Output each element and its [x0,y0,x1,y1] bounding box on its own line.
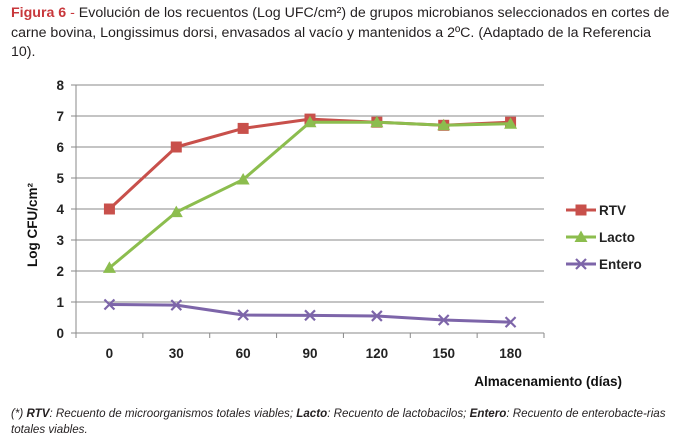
x-tick-label: 90 [302,346,317,361]
data-point-lacto [370,115,384,128]
x-tick-label: 180 [499,346,522,361]
footnote-term-rtv: RTV [26,407,50,420]
data-point-entero [237,309,249,321]
footnote-term-entero: Entero [469,407,507,420]
y-tick-label: 8 [56,78,64,93]
legend-item-entero: Entero [566,257,642,272]
data-point-rtv [103,203,115,215]
x-tick-label: 120 [366,346,389,361]
y-tick-label: 2 [56,264,64,279]
legend-marker [575,204,587,216]
x-tick-label: 0 [106,346,114,361]
data-point-entero [504,316,517,328]
footnote-desc-rtv: : Recuento de microorganismos totales vi… [49,407,297,420]
x-axis-title: Almacenamiento (días) [474,374,622,389]
figure-caption: Figura 6 - Evolución de los recuentos (L… [11,4,671,63]
data-point-lacto [303,115,317,128]
caption-separator: - [66,5,79,21]
data-point-lacto [504,117,518,129]
series-layer [102,113,518,328]
axes: 0 1 2 3 4 5 6 7 8 0 30 60 90 120 150 180 [56,78,545,361]
data-point-lacto [102,261,116,273]
data-point-entero [103,298,116,311]
legend-item-lacto: Lacto [566,230,635,245]
data-point-lacto [236,173,250,185]
legend-marker [574,230,588,242]
series-entero [103,298,517,328]
data-point-entero [437,314,450,326]
legend-item-rtv: RTV [566,203,626,218]
series-line-rtv [108,117,511,211]
legend-label: Entero [599,257,642,272]
series-line-lacto [108,120,511,270]
y-tick-label: 4 [56,202,64,217]
footnote-desc-entero: : Recuento de enterobacte-rias totales v… [11,407,666,436]
x-tick-label: 150 [432,346,455,361]
y-tick-label: 0 [56,326,64,341]
footnote: (*) RTV: Recuento de microorganismos tot… [11,406,671,437]
series-line-entero [109,302,511,324]
y-tick-label: 3 [56,233,64,248]
legend-label: RTV [599,203,626,218]
caption-text: Evolución de los recuentos (Log UFC/cm²)… [11,5,670,60]
x-tick-label: 30 [169,346,184,361]
y-tick-label: 6 [56,140,64,155]
y-tick-label: 1 [56,295,64,310]
data-point-rtv [170,141,182,153]
footnote-term-lacto: Lacto [296,407,328,420]
legend-marker [575,258,587,270]
figure-label: Figura 6 [11,5,67,21]
y-tick-label: 7 [56,109,64,124]
y-axis-title: Log CFU/cm² [25,183,40,267]
data-point-entero [170,299,183,311]
y-tick-label: 5 [56,171,64,186]
data-point-entero [304,309,316,322]
data-point-lacto [437,118,451,131]
data-point-rtv [237,122,249,134]
footnote-desc-lacto: : Recuento de lactobacilos; [327,407,470,420]
x-tick-label: 60 [236,346,251,361]
data-point-entero [371,310,383,322]
legend: RTV Lacto Entero [566,203,642,272]
series-lacto [102,115,518,273]
series-rtv [103,113,517,215]
footnote-intro: (*) [11,407,27,420]
legend-label: Lacto [599,230,635,245]
data-point-lacto [169,205,183,218]
